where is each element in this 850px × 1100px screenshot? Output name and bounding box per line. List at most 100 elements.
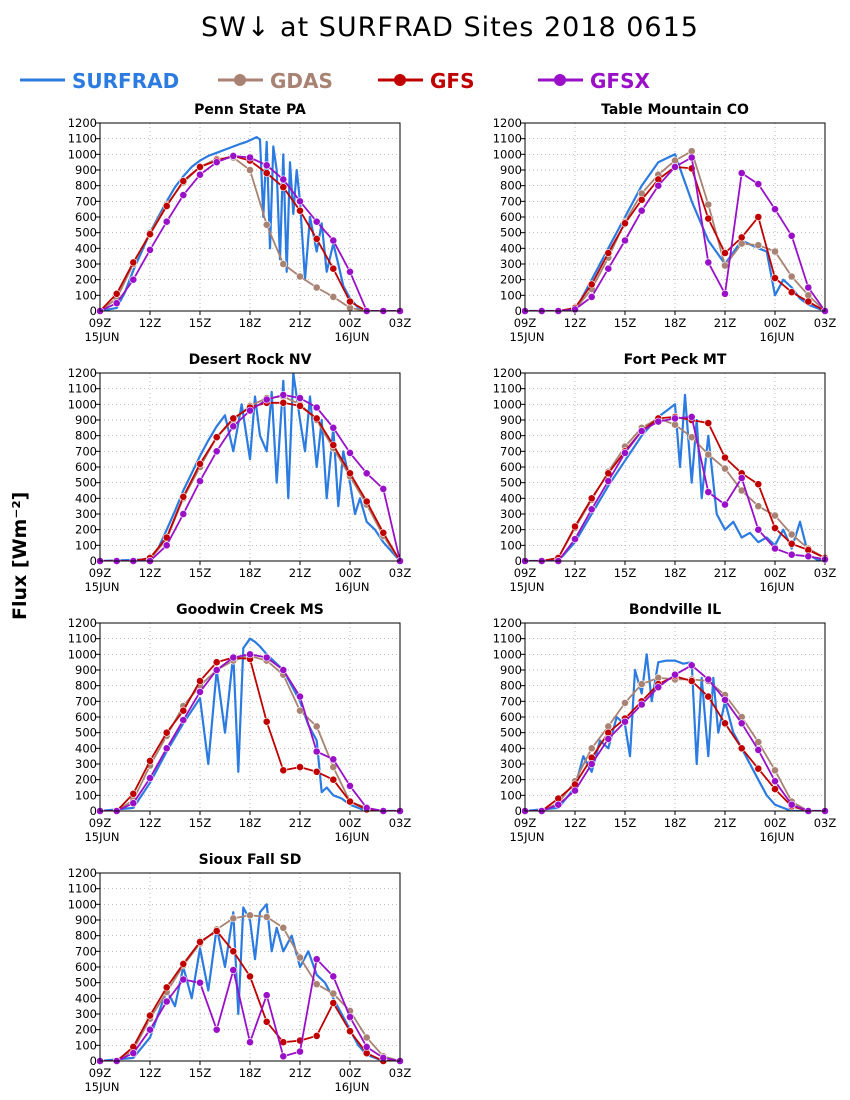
y-tick-label: 800: [75, 679, 97, 693]
data-point-gfsx: [787, 550, 796, 559]
data-point-gfsx: [587, 760, 596, 768]
data-point-gfsx: [279, 1052, 288, 1061]
x-tick-label: 18Z: [664, 316, 687, 330]
y-tick-label: 0: [90, 304, 97, 318]
data-point-gdas: [637, 680, 646, 688]
x-tick-label: 00Z: [764, 316, 787, 330]
x-tick-label: 12Z: [139, 566, 162, 580]
data-point-gfs: [787, 288, 796, 297]
x-date-label: 16JUN: [759, 830, 794, 844]
series-line-surfrad: [525, 153, 825, 311]
data-point-gfsx: [671, 163, 679, 171]
data-point-gfsx: [571, 786, 579, 795]
data-point-gfsx: [737, 169, 746, 177]
x-tick-label: 03Z: [389, 816, 412, 830]
legend: SURFRAD GDAS GFS GFSX: [20, 69, 650, 93]
x-tick-label: 12Z: [139, 316, 162, 330]
y-axis-label: Flux [Wm⁻²]: [9, 492, 31, 620]
data-point-gfsx: [687, 153, 696, 162]
y-tick-label: 600: [500, 210, 522, 224]
x-tick-label: 12Z: [139, 816, 162, 830]
y-tick-label: 400: [75, 991, 97, 1005]
data-point-gfs: [262, 1017, 271, 1026]
data-point-gdas: [721, 464, 729, 473]
y-tick-label: 200: [500, 773, 522, 787]
data-point-gdas: [687, 433, 696, 442]
data-point-gfs: [129, 789, 138, 798]
data-point-gfsx: [804, 552, 813, 561]
data-point-gfsx: [671, 670, 679, 679]
data-point-gfsx: [279, 666, 288, 674]
data-point-gdas: [771, 247, 779, 256]
data-point-gfsx: [687, 661, 696, 670]
y-tick-label: 500: [75, 476, 97, 490]
x-tick-label: 21Z: [289, 1066, 312, 1080]
y-tick-label: 700: [500, 194, 522, 208]
y-tick-label: 1000: [493, 397, 522, 411]
data-point-gfs: [296, 763, 304, 771]
y-tick-label: 500: [75, 726, 97, 740]
data-point-gfsx: [296, 394, 304, 402]
data-point-gfs: [571, 522, 579, 531]
y-tick-label: 400: [500, 491, 522, 505]
data-point-gfsx: [737, 474, 746, 482]
data-point-gdas: [704, 200, 713, 209]
legend-entry-surfrad: SURFRAD: [20, 69, 179, 93]
data-point-gfsx: [604, 477, 613, 485]
legend-entry-gdas: GDAS: [218, 69, 333, 93]
x-tick-label: 03Z: [389, 566, 412, 580]
x-tick-label: 00Z: [339, 1066, 362, 1080]
data-point-gfsx: [296, 1047, 304, 1056]
data-point-gfsx: [621, 449, 629, 457]
panel-title: Penn State PA: [194, 102, 306, 118]
x-tick-label: 12Z: [564, 316, 587, 330]
y-axis-label-text: Flux [Wm⁻²]: [9, 492, 31, 620]
data-point-gfsx: [262, 161, 271, 170]
panel-title: Sioux Fall SD: [199, 852, 302, 868]
y-tick-label: 300: [75, 257, 97, 271]
data-point-gfs: [704, 419, 713, 427]
data-point-gfsx: [771, 544, 779, 553]
data-point-gfsx: [704, 675, 713, 684]
data-point-gfs: [704, 692, 713, 701]
x-tick-label: 09Z: [89, 316, 112, 330]
data-point-gfs: [379, 528, 388, 537]
data-point-gfsx: [129, 799, 138, 808]
data-point-gfsx: [362, 469, 371, 478]
data-point-gfsx: [787, 800, 796, 809]
legend-marker-gfsx: [554, 74, 566, 86]
data-point-gfsx: [246, 153, 254, 162]
y-tick-label: 700: [75, 944, 97, 958]
data-point-gdas: [262, 913, 271, 921]
y-tick-label: 900: [75, 413, 97, 427]
y-tick-label: 400: [75, 241, 97, 255]
x-date-label: 15JUN: [509, 330, 544, 344]
data-point-gfsx: [571, 305, 579, 314]
x-tick-label: 12Z: [564, 816, 587, 830]
data-point-gfsx: [279, 175, 288, 184]
data-point-gfsx: [329, 423, 338, 432]
x-tick-label: 09Z: [89, 566, 112, 580]
x-tick-label: 21Z: [289, 316, 312, 330]
data-point-gfs: [146, 756, 154, 765]
x-tick-label: 18Z: [664, 566, 687, 580]
data-point-gfsx: [312, 747, 321, 756]
data-point-gfsx: [721, 695, 729, 704]
data-point-gfsx: [604, 734, 613, 743]
data-point-gfs: [212, 658, 221, 667]
y-tick-label: 1100: [68, 382, 97, 396]
y-tick-label: 0: [515, 304, 522, 318]
data-point-gfs: [196, 163, 204, 171]
data-point-gfs: [704, 214, 713, 223]
y-tick-label: 0: [90, 804, 97, 818]
data-point-gfs: [146, 1011, 154, 1020]
data-point-gfsx: [804, 283, 813, 292]
data-point-gdas: [296, 272, 304, 281]
data-point-gfs: [312, 234, 321, 243]
data-point-gdas: [329, 989, 338, 998]
data-point-gdas: [754, 738, 763, 746]
data-point-gfsx: [262, 991, 271, 1000]
y-tick-label: 0: [90, 554, 97, 568]
